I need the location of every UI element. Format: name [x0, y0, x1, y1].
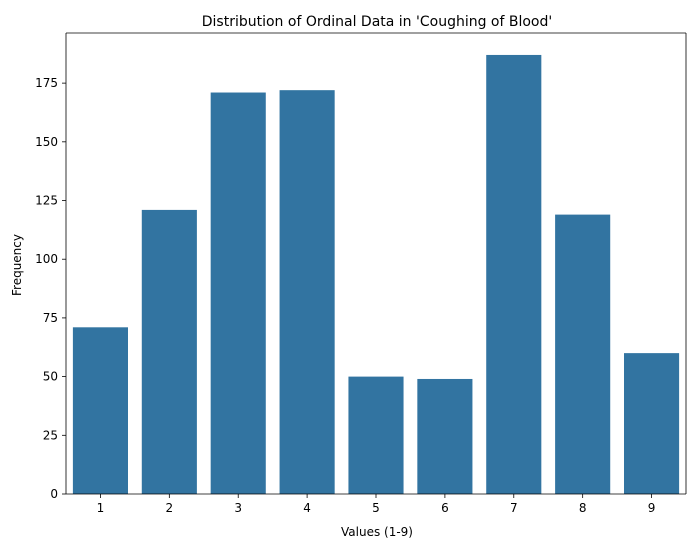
y-tick-label-75: 75: [43, 311, 58, 325]
bar-9: [624, 353, 680, 494]
y-axis-label: Frequency: [10, 234, 24, 296]
y-axis-ticks: 0 25 50 75 100 125 150 175: [35, 76, 66, 501]
y-tick-label-125: 125: [35, 194, 58, 208]
x-axis-label: Values (1-9): [341, 525, 413, 539]
x-tick-label-2: 2: [166, 501, 174, 515]
x-axis-ticks: 1 2 3 4 5 6 7 8 9: [97, 494, 656, 515]
y-tick-label-0: 0: [50, 487, 58, 501]
x-tick-label-7: 7: [510, 501, 518, 515]
x-tick-label-9: 9: [648, 501, 656, 515]
chart-title: Distribution of Ordinal Data in 'Coughin…: [202, 14, 553, 30]
bar-3: [210, 92, 266, 495]
bars-layer: [72, 54, 680, 495]
y-tick-label-50: 50: [43, 370, 58, 384]
x-tick-label-3: 3: [234, 501, 242, 515]
bar-7: [486, 54, 542, 494]
axes-frame: [65, 32, 687, 495]
bar-8: [555, 214, 611, 495]
bar-5: [348, 376, 404, 494]
y-tick-label-175: 175: [35, 76, 58, 90]
y-tick-label-25: 25: [43, 428, 58, 442]
bar-4: [279, 90, 335, 495]
bar-2: [141, 209, 197, 494]
bar-6: [417, 378, 473, 494]
y-tick-label-100: 100: [35, 252, 58, 266]
x-tick-label-4: 4: [303, 501, 311, 515]
x-tick-label-1: 1: [97, 501, 105, 515]
bar-1: [72, 327, 128, 494]
x-tick-label-8: 8: [579, 501, 587, 515]
y-tick-label-150: 150: [35, 135, 58, 149]
x-tick-label-6: 6: [441, 501, 449, 515]
x-tick-label-5: 5: [372, 501, 380, 515]
